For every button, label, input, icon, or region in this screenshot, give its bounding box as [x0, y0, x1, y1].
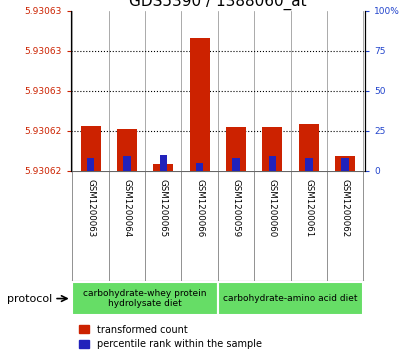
Bar [232, 158, 240, 171]
Bar [305, 158, 312, 171]
Text: GSM1200064: GSM1200064 [122, 179, 132, 238]
Bar [153, 164, 173, 171]
Text: GSM1200062: GSM1200062 [341, 179, 350, 238]
Bar [72, 282, 218, 315]
Bar [335, 156, 355, 171]
Text: protocol: protocol [7, 294, 52, 303]
Legend: transformed count, percentile rank within the sample: transformed count, percentile rank withi… [76, 321, 266, 353]
Bar [196, 163, 203, 171]
Text: carbohydrate-whey protein
hydrolysate diet: carbohydrate-whey protein hydrolysate di… [83, 289, 207, 308]
Text: GSM1200060: GSM1200060 [268, 179, 277, 238]
Bar [299, 124, 319, 171]
Bar [81, 126, 100, 171]
Text: GSM1200059: GSM1200059 [232, 179, 241, 238]
Bar [87, 158, 94, 171]
Title: GDS5390 / 1388060_at: GDS5390 / 1388060_at [129, 0, 307, 9]
Bar [342, 158, 349, 171]
Text: GSM1200061: GSM1200061 [304, 179, 313, 238]
Bar [123, 156, 131, 171]
Bar [117, 129, 137, 171]
Bar [269, 156, 276, 171]
Text: GSM1200065: GSM1200065 [159, 179, 168, 238]
Text: GSM1200066: GSM1200066 [195, 179, 204, 238]
Bar [159, 155, 167, 171]
Bar [262, 127, 283, 171]
Bar [226, 127, 246, 171]
Text: carbohydrate-amino acid diet: carbohydrate-amino acid diet [223, 294, 358, 303]
Bar [218, 282, 364, 315]
Text: GSM1200063: GSM1200063 [86, 179, 95, 238]
Bar [190, 38, 210, 171]
